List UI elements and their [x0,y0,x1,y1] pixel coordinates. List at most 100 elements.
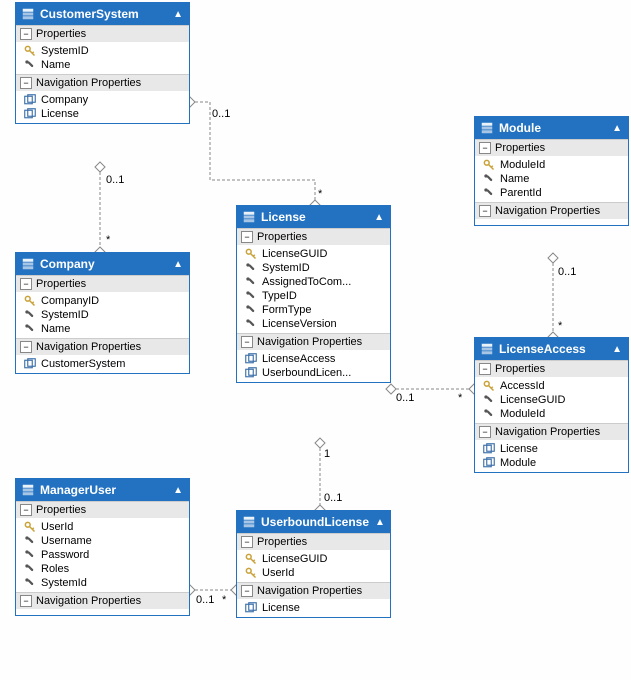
entity-customersystem[interactable]: CustomerSystem▲−Properties SystemIDName −N… [15,2,190,124]
section-properties-header[interactable]: −Properties [237,228,390,245]
chevron-up-icon[interactable]: ▲ [612,344,622,355]
property-item[interactable]: AccessId [475,379,628,393]
nav-icon [24,94,36,106]
entity-manageruser[interactable]: ManagerUser▲−Properties UserIdUsernamePas… [15,478,190,616]
entity-icon [22,258,34,270]
chevron-up-icon[interactable]: ▲ [173,485,183,496]
section-navigation-header[interactable]: −Navigation Properties [16,338,189,355]
section-properties-header[interactable]: −Properties [237,533,390,550]
navigation-list: License [237,599,390,617]
entity-header[interactable]: CustomerSystem▲ [16,3,189,25]
entity-header[interactable]: UserboundLicense▲ [237,511,390,533]
section-properties-header[interactable]: −Properties [16,501,189,518]
section-navigation-header[interactable]: −Navigation Properties [475,423,628,440]
property-item[interactable]: FormType [237,303,390,317]
navigation-name: LicenseAccess [262,353,335,365]
property-item[interactable]: LicenseGUID [475,393,628,407]
property-item[interactable]: Name [16,322,189,336]
collapse-icon[interactable]: − [20,341,32,353]
property-item[interactable]: Name [475,172,628,186]
section-properties-header[interactable]: −Properties [16,275,189,292]
wrench-icon [245,276,257,288]
property-item[interactable]: UserId [237,566,390,580]
property-item[interactable]: Roles [16,562,189,576]
collapse-icon[interactable]: − [20,278,32,290]
collapse-icon[interactable]: − [20,28,32,40]
entity-module[interactable]: Module▲−PropertiesModuleIdNameParentId−N… [474,116,629,226]
section-navigation-header[interactable]: −Navigation Properties [237,333,390,350]
property-item[interactable]: LicenseVersion [237,317,390,331]
section-navigation-header[interactable]: −Navigation Properties [16,592,189,609]
property-item[interactable]: ParentId [475,186,628,200]
entity-header[interactable]: ManagerUser▲ [16,479,189,501]
property-name: Name [41,59,70,71]
navigation-item[interactable]: LicenseAccess [237,352,390,366]
section-label: Properties [495,142,545,154]
property-item[interactable]: ModuleId [475,158,628,172]
key-icon [24,521,36,533]
property-item[interactable]: Name [16,58,189,72]
collapse-icon[interactable]: − [479,426,491,438]
property-name: ModuleId [500,408,545,420]
collapse-icon[interactable]: − [479,205,491,217]
property-item[interactable]: SystemId [16,576,189,590]
navigation-item[interactable]: Company [16,93,189,107]
collapse-icon[interactable]: − [20,504,32,516]
collapse-icon[interactable]: − [241,231,253,243]
collapse-icon[interactable]: − [241,536,253,548]
section-navigation-header[interactable]: −Navigation Properties [16,74,189,91]
navigation-item[interactable]: License [237,601,390,615]
section-properties-header[interactable]: −Properties [475,139,628,156]
chevron-up-icon[interactable]: ▲ [173,9,183,20]
property-item[interactable]: LicenseGUID [237,247,390,261]
section-navigation-header[interactable]: −Navigation Properties [237,582,390,599]
property-item[interactable]: LicenseGUID [237,552,390,566]
collapse-icon[interactable]: − [479,142,491,154]
collapse-icon[interactable]: − [20,595,32,607]
collapse-icon[interactable]: − [241,585,253,597]
entity-license[interactable]: License▲−Properties LicenseGUIDSystemIDAs… [236,205,391,383]
chevron-up-icon[interactable]: ▲ [173,259,183,270]
navigation-item[interactable]: License [475,442,628,456]
chevron-up-icon[interactable]: ▲ [375,517,385,528]
nav-icon [24,108,36,120]
collapse-icon[interactable]: − [20,77,32,89]
entity-header[interactable]: Company▲ [16,253,189,275]
wrench-icon [24,535,36,547]
entity-header[interactable]: LicenseAccess▲ [475,338,628,360]
chevron-up-icon[interactable]: ▲ [374,212,384,223]
navigation-item[interactable]: License [16,107,189,121]
property-item[interactable]: SystemID [237,261,390,275]
section-properties-header[interactable]: −Properties [16,25,189,42]
property-item[interactable]: AssignedToCom... [237,275,390,289]
section-label: Navigation Properties [495,205,600,217]
property-item[interactable]: TypeID [237,289,390,303]
chevron-up-icon[interactable]: ▲ [612,123,622,134]
property-name: Username [41,535,92,547]
property-item[interactable]: SystemID [16,44,189,58]
property-item[interactable]: CompanyID [16,294,189,308]
entity-icon [481,122,493,134]
navigation-item[interactable]: CustomerSystem [16,357,189,371]
entity-company[interactable]: Company▲−Properties CompanyIDSystemIDName… [15,252,190,374]
collapse-icon[interactable]: − [479,363,491,375]
collapse-icon[interactable]: − [241,336,253,348]
navigation-item[interactable]: UserboundLicen... [237,366,390,380]
property-item[interactable]: ModuleId [475,407,628,421]
navigation-item[interactable]: Module [475,456,628,470]
property-item[interactable]: Username [16,534,189,548]
section-properties-header[interactable]: −Properties [475,360,628,377]
entity-userboundlicense[interactable]: UserboundLicense▲−Properties LicenseGUIDU… [236,510,391,618]
property-item[interactable]: Password [16,548,189,562]
property-item[interactable]: SystemID [16,308,189,322]
multiplicity-label: 0..1 [558,266,576,278]
entity-header[interactable]: License▲ [237,206,390,228]
entity-licenseaccess[interactable]: LicenseAccess▲−PropertiesAccessIdLicense… [474,337,629,473]
property-name: LicenseGUID [262,553,327,565]
property-name: LicenseVersion [262,318,337,330]
entity-header[interactable]: Module▲ [475,117,628,139]
property-item[interactable]: UserId [16,520,189,534]
section-navigation-header[interactable]: −Navigation Properties [475,202,628,219]
multiplicity-label: * [458,392,462,404]
wrench-icon [483,187,495,199]
